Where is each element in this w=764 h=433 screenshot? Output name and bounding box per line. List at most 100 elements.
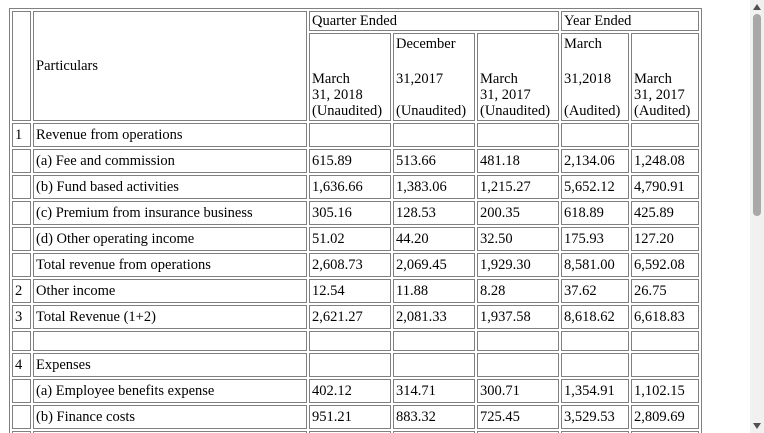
- header-column-line2: 31, 2017: [480, 87, 531, 103]
- row-label: Total revenue from operations: [33, 253, 307, 277]
- row-value: 615.89: [309, 149, 391, 173]
- row-value: 1,102.15: [631, 379, 699, 403]
- row-number: 4: [12, 353, 31, 377]
- row-number: [12, 405, 31, 429]
- row-label: (c) Premium from insurance business: [33, 201, 307, 225]
- row-value: 314.71: [393, 379, 475, 403]
- row-value: 4,790.91: [631, 175, 699, 199]
- row-value: 1,937.58: [477, 305, 559, 329]
- row-number: [12, 431, 31, 433]
- row-value: 425.89: [631, 201, 699, 225]
- scroll-down-arrow-icon[interactable]: [750, 419, 764, 433]
- row-label: Other income: [33, 279, 307, 303]
- row-value: 1,354.91: [561, 379, 629, 403]
- row-value: 618.89: [561, 201, 629, 225]
- row-value: 300.71: [477, 379, 559, 403]
- header-column-top: March: [564, 36, 602, 52]
- row-value: 305.16: [309, 201, 391, 225]
- header-quarter-ended: Quarter Ended: [309, 11, 559, 31]
- row-value: 44.20: [393, 227, 475, 251]
- table-row: (b) Finance costs 951.21 883.32 725.45 3,529…: [12, 405, 699, 429]
- table-row: (c) Depreciation and amortisation expens…: [12, 431, 699, 433]
- spacer-cell: [309, 331, 391, 351]
- header-column-3: March 31, 2017 (Unaudited): [477, 33, 559, 121]
- header-column-top: December: [396, 36, 456, 52]
- table-row: (a) Fee and commission 615.89 513.66 481.18…: [12, 149, 699, 173]
- row-value: [309, 123, 391, 147]
- row-value: [393, 353, 475, 377]
- row-number: 2: [12, 279, 31, 303]
- row-value: 402.12: [309, 379, 391, 403]
- header-column-1: March 31, 2018 (Unaudited): [309, 33, 391, 121]
- row-value: 883.32: [393, 405, 475, 429]
- row-value: 32.50: [477, 227, 559, 251]
- row-value: 111.68: [561, 431, 629, 433]
- row-value: [561, 353, 629, 377]
- row-value: 127.20: [631, 227, 699, 251]
- row-label: (d) Other operating income: [33, 227, 307, 251]
- header-column-line2: [564, 87, 620, 103]
- row-value: [477, 123, 559, 147]
- row-label: Expenses: [33, 353, 307, 377]
- table-row: (c) Premium from insurance business 305.1…: [12, 201, 699, 225]
- row-value: 33.43: [309, 431, 391, 433]
- header-column-line1: 31,2018: [564, 71, 612, 87]
- row-value: 2,134.06: [561, 149, 629, 173]
- row-value: 2,081.33: [393, 305, 475, 329]
- table-row: 3 Total Revenue (1+2) 2,621.27 2,081.33 1,93…: [12, 305, 699, 329]
- row-value: 6,592.08: [631, 253, 699, 277]
- table-row: 2 Other income 12.54 11.88 8.28 37.62 26.75: [12, 279, 699, 303]
- row-value: 951.21: [309, 405, 391, 429]
- row-number: 1: [12, 123, 31, 147]
- row-value: 1,215.27: [477, 175, 559, 199]
- header-column-line2: 31, 2018: [312, 87, 363, 103]
- financial-results-table: Particulars Quarter Ended Year Ended Mar…: [9, 8, 702, 433]
- scrollbar-thumb[interactable]: [753, 14, 761, 216]
- row-value: [631, 353, 699, 377]
- spacer-cell: [33, 331, 307, 351]
- row-value: 2,809.69: [631, 405, 699, 429]
- row-value: 26.93: [393, 431, 475, 433]
- row-number: [12, 253, 31, 277]
- spacer-row: [12, 331, 699, 351]
- header-column-line3: (Audited): [634, 103, 691, 119]
- spacer-cell: [12, 331, 31, 351]
- header-column-4: March 31,2018 (Audited): [561, 33, 629, 121]
- header-particulars: Particulars: [33, 11, 307, 121]
- row-label: Total Revenue (1+2): [33, 305, 307, 329]
- header-year-ended: Year Ended: [561, 11, 699, 31]
- row-label: (b) Finance costs: [33, 405, 307, 429]
- row-value: 481.18: [477, 149, 559, 173]
- row-value: 1,929.30: [477, 253, 559, 277]
- row-value: 128.53: [393, 201, 475, 225]
- row-value: 2,608.73: [309, 253, 391, 277]
- row-number: [12, 379, 31, 403]
- row-label: (a) Employee benefits expense: [33, 379, 307, 403]
- header-column-line3: (Audited): [564, 103, 621, 119]
- header-column-line1: March: [312, 71, 350, 87]
- row-value: 3,529.53: [561, 405, 629, 429]
- table-row: 1 Revenue from operations: [12, 123, 699, 147]
- header-column-line2: [396, 87, 466, 103]
- row-value: 12.54: [309, 279, 391, 303]
- header-column-line2: 31, 2017: [634, 87, 685, 103]
- row-number: [12, 149, 31, 173]
- header-column-line1: March: [634, 71, 672, 87]
- row-value: 8.28: [477, 279, 559, 303]
- row-number: [12, 201, 31, 225]
- row-value: [393, 123, 475, 147]
- spacer-cell: [631, 331, 699, 351]
- scroll-up-arrow-icon[interactable]: [750, 0, 764, 14]
- row-value: 35.18: [477, 431, 559, 433]
- row-value: 2,069.45: [393, 253, 475, 277]
- vertical-scrollbar[interactable]: [750, 0, 764, 433]
- row-value: 8,618.62: [561, 305, 629, 329]
- row-label: Revenue from operations: [33, 123, 307, 147]
- header-column-line1: March: [480, 71, 518, 87]
- row-number: [12, 175, 31, 199]
- row-value: [309, 353, 391, 377]
- header-column-2: December 31,2017 (Unaudited): [393, 33, 475, 121]
- header-row-1: Particulars Quarter Ended Year Ended: [12, 11, 699, 121]
- row-value: 8,581.00: [561, 253, 629, 277]
